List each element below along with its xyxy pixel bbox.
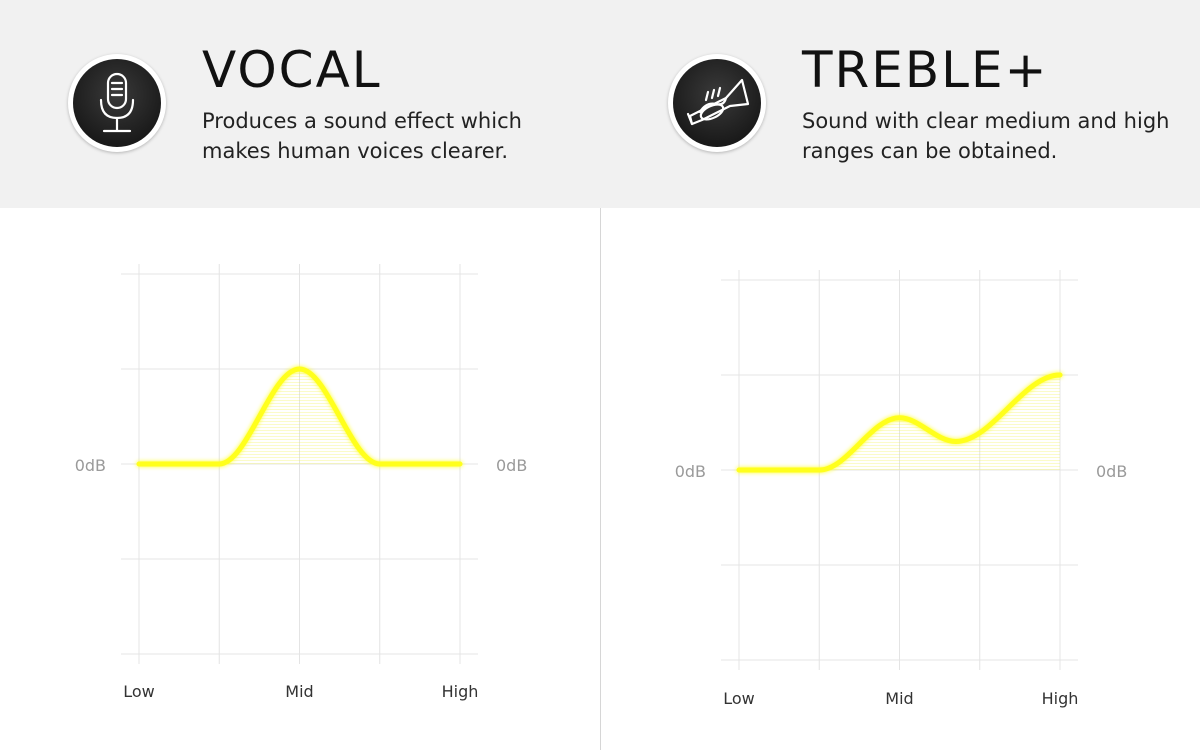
treble-description: Sound with clear medium and high ranges …: [802, 109, 1170, 163]
treble-panel: TREBLE+ Sound with clear medium and high…: [600, 0, 1200, 750]
microphone-icon: [99, 72, 135, 133]
x-tick-label: Low: [723, 689, 755, 708]
panel-divider: [600, 0, 601, 750]
eq-curve-line: [136, 366, 463, 467]
x-tick-label: High: [1042, 689, 1079, 708]
zero-db-label-left: 0dB: [675, 462, 706, 481]
zero-db-label-right: 0dB: [1096, 462, 1127, 481]
eq-curve-line: [736, 372, 1063, 473]
vocal-eq-chart: 0dB 0dB Low Mid High: [75, 264, 527, 701]
eq-curve-area: [139, 369, 460, 464]
vocal-title: VOCAL: [202, 41, 382, 99]
eq-curve-area: [739, 375, 1060, 470]
x-tick-label: Mid: [285, 682, 313, 701]
vocal-icon-badge: [68, 54, 166, 152]
x-tick-label: High: [442, 682, 479, 701]
zero-db-label-left: 0dB: [75, 456, 106, 475]
vocal-description: Produces a sound effect which makes huma…: [202, 109, 522, 163]
x-tick-label: Mid: [885, 689, 913, 708]
x-tick-label: Low: [123, 682, 155, 701]
treble-eq-chart: 0dB 0dB Low Mid High: [675, 270, 1127, 708]
zero-db-label-right: 0dB: [496, 456, 527, 475]
trumpet-icon: [686, 78, 750, 126]
treble-icon-badge: [668, 54, 766, 152]
treble-title: TREBLE+: [802, 41, 1049, 99]
vocal-panel: VOCAL Produces a sound effect which make…: [0, 0, 600, 701]
